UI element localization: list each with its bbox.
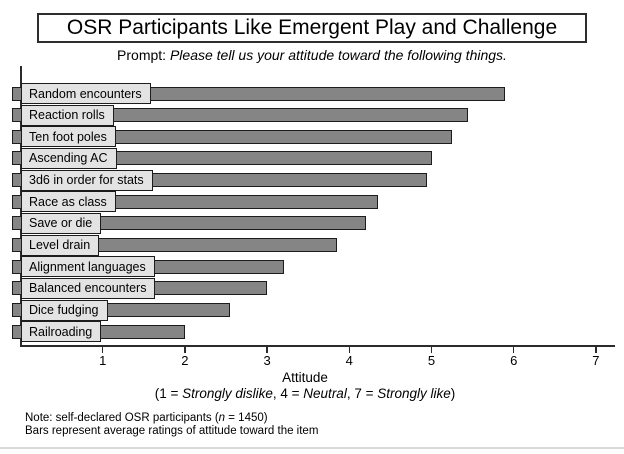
category-label-box: Dice fudging [21,299,108,321]
category-label: Alignment languages [29,259,146,274]
text-segment: Strongly dislike [182,386,273,401]
x-tick [184,346,186,353]
x-tick-label: 4 [345,353,353,368]
category-label: 3d6 in order for stats [29,173,144,188]
x-tick [595,346,597,353]
category-label-box: Race as class [21,191,116,213]
category-label-box: Ten foot poles [21,126,116,148]
bar-row: Ascending AC [0,147,624,169]
bar-row: Reaction rolls [0,104,624,126]
text-segment: , 4 = [272,386,304,401]
bar [12,151,432,166]
bar-row: 3d6 in order for stats [0,169,624,191]
category-label-box: Level drain [21,234,100,256]
text-segment: Neutral [303,386,347,401]
bar-row: Ten foot poles [0,126,624,148]
bar-row: Random encounters [0,83,624,104]
category-label-box: Save or die [21,212,102,234]
bar-row: Level drain [0,234,624,256]
chart-title-box: OSR Participants Like Emergent Play and … [37,13,587,43]
x-tick-label: 6 [510,353,518,368]
text-segment: , 7 = [346,386,378,401]
category-label: Level drain [29,238,91,253]
x-tick [266,346,268,353]
category-label-box: Alignment languages [21,256,155,278]
text-segment: n [218,412,226,424]
x-tick-label: 7 [592,353,600,368]
x-tick-label: 1 [99,353,107,368]
category-label-box: Random encounters [21,83,151,104]
footnote-line-2: Bars represent average ratings of attitu… [25,425,319,437]
x-axis-scale-note: (1 = Strongly dislike, 4 = Neutral, 7 = … [0,386,610,401]
x-axis-line [20,345,615,347]
category-label: Dice fudging [29,303,99,317]
text-segment: = 1450) [225,412,268,424]
bar-row: Balanced encounters [0,277,624,299]
footnote-line-1: Note: self-declared OSR participants (n … [25,412,268,424]
text-segment: Note: self-declared OSR participants ( [25,412,219,424]
text-segment: (1 = [154,386,183,401]
category-label-box: 3d6 in order for stats [21,169,153,191]
category-label-box: Railroading [21,321,102,343]
category-label: Save or die [29,216,93,231]
category-label: Ten foot poles [29,129,107,144]
x-tick [512,346,515,353]
category-label-box: Reaction rolls [21,104,114,126]
x-tick [430,346,433,353]
bar-row: Save or die [0,212,624,234]
category-label: Reaction rolls [29,108,105,123]
chart-title: OSR Participants Like Emergent Play and … [66,16,558,39]
category-label: Random encounters [29,86,142,101]
bar [12,108,469,123]
x-tick-label: 5 [427,353,436,368]
text-segment: Strongly like [377,386,451,401]
x-tick-label: 2 [181,353,189,368]
bar-row: Railroading [0,321,624,343]
x-axis-title: Attitude [282,370,328,385]
text-segment: ) [450,386,456,401]
bar-row: Race as class [0,191,624,213]
category-label: Ascending AC [29,151,108,166]
prompt-prefix: Prompt: [117,47,170,63]
bar [12,129,453,144]
x-tick-label: 3 [263,353,271,368]
category-label: Railroading [29,324,93,339]
category-label-box: Balanced encounters [21,277,156,299]
prompt-text: Please tell us your attitude toward the … [169,47,507,63]
x-tick [101,346,104,353]
category-label-box: Ascending AC [21,147,117,169]
category-label: Balanced encounters [29,281,147,296]
x-tick [348,346,351,353]
bar-row: Alignment languages [0,256,624,278]
bottom-divider [0,447,624,449]
bar-row: Dice fudging [0,299,624,321]
chart-subtitle: Prompt: Please tell us your attitude tow… [0,47,624,63]
category-label: Race as class [29,194,107,209]
